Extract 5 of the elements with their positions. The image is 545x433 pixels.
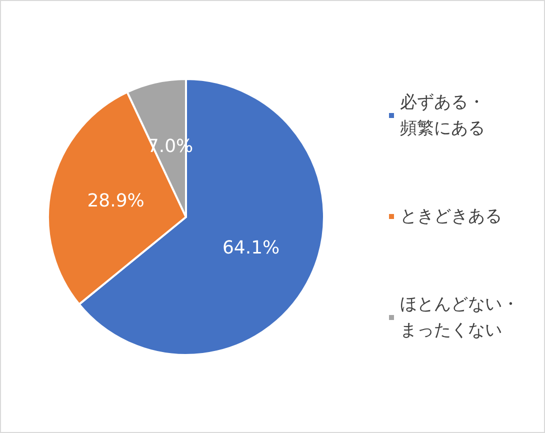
legend-label: ほとんどない・まったくない [400, 294, 519, 340]
data-label: 64.1% [222, 237, 280, 258]
data-label: 28.9% [87, 190, 144, 212]
legend-label: 必ずある・頻繁にある [400, 92, 485, 138]
legend-label: ときどきある [400, 206, 502, 226]
